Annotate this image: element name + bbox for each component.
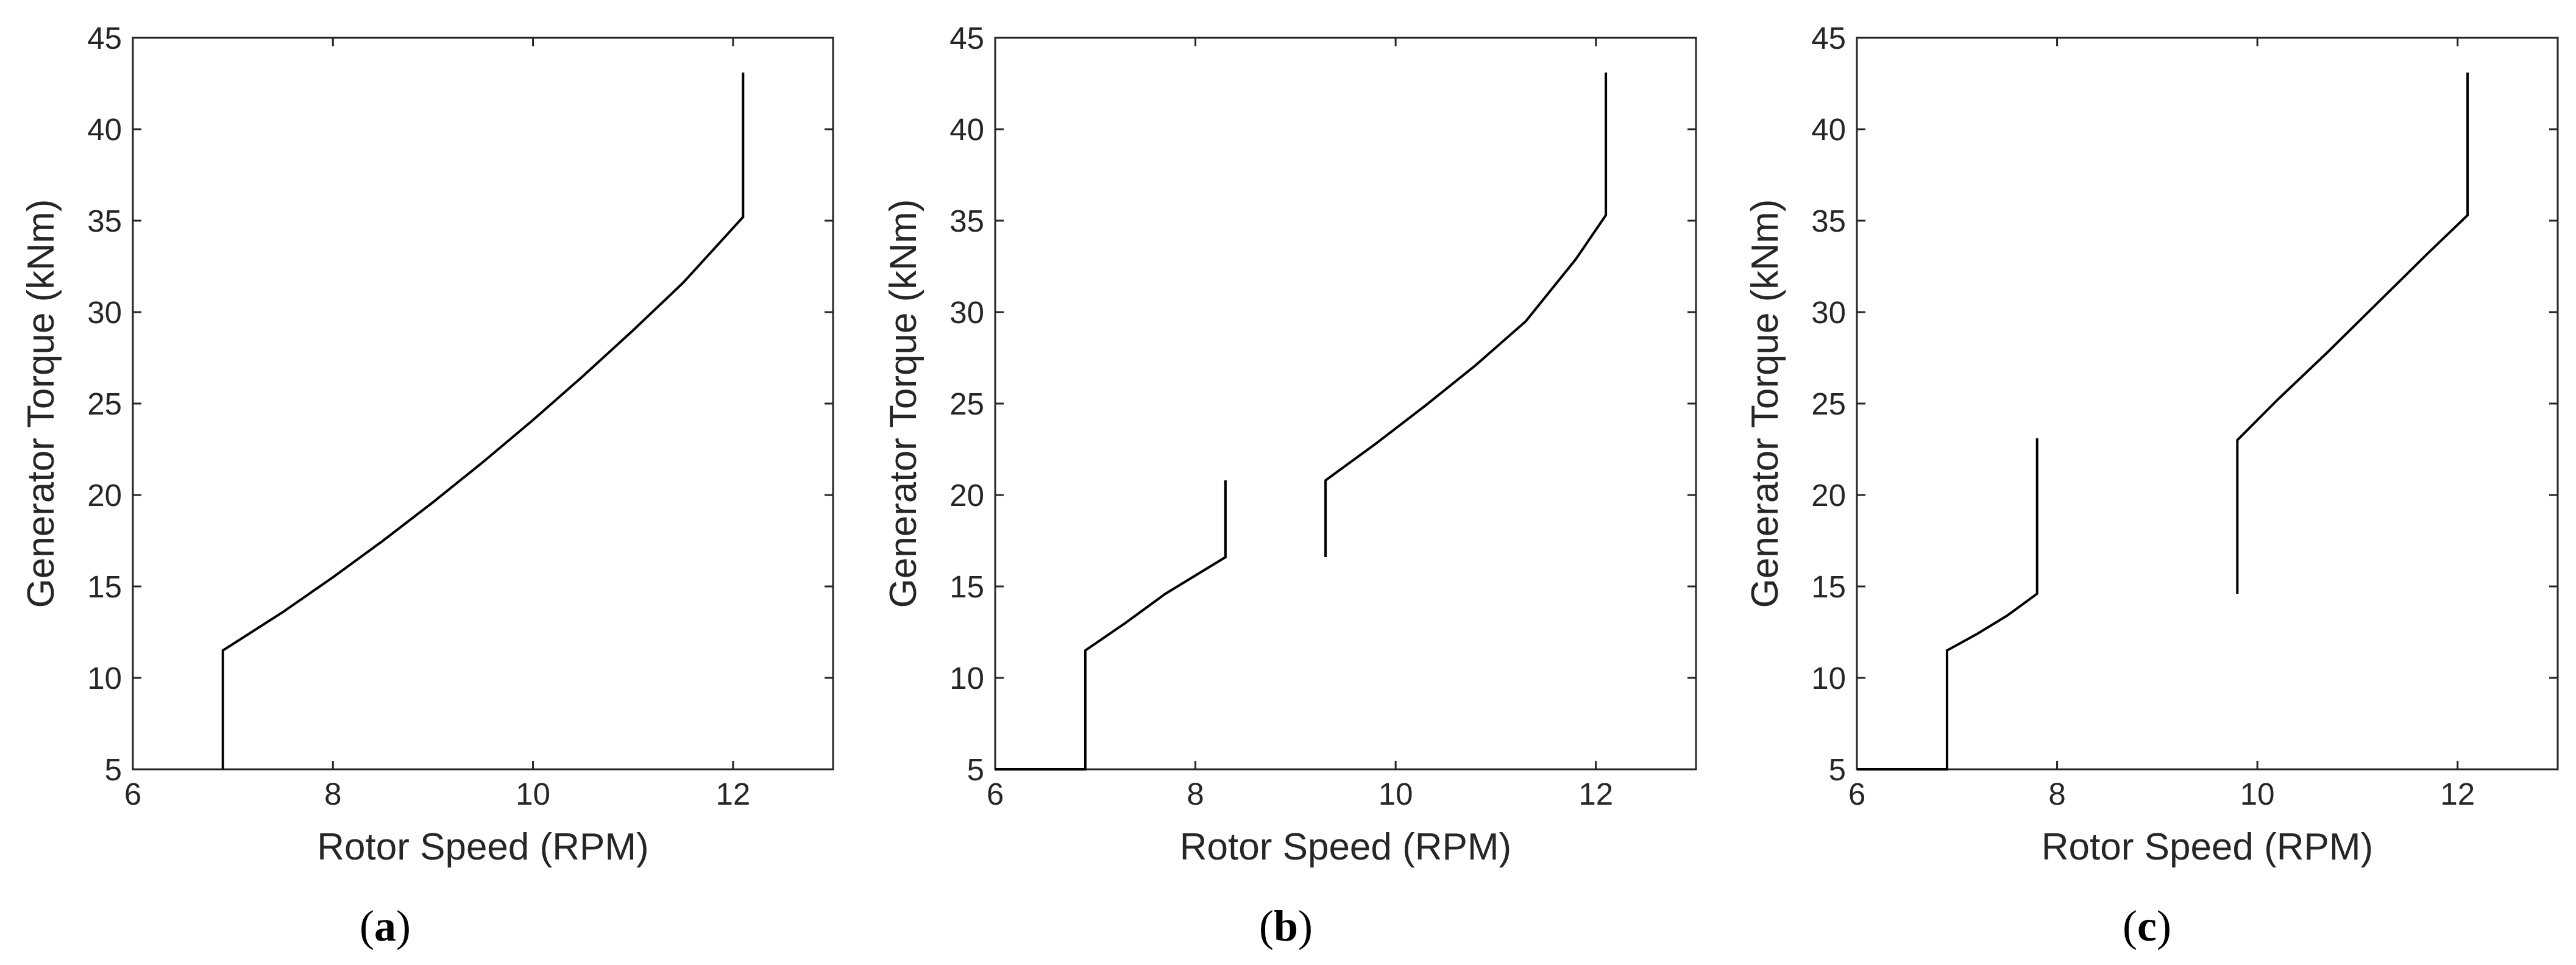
x-tick-label: 10 — [2240, 777, 2275, 811]
x-tick-label: 8 — [1187, 777, 1204, 811]
y-tick-label: 35 — [949, 204, 984, 238]
y-tick-label: 20 — [949, 478, 984, 513]
plot-frame — [1856, 37, 2559, 771]
y-tick-label: 10 — [1811, 661, 1846, 696]
torque-curve-segment-2 — [2236, 73, 2469, 594]
y-axis-label: Generator Torque (kNm) — [882, 199, 924, 608]
y-tick-label: 20 — [87, 478, 122, 513]
y-tick-label: 40 — [1811, 112, 1846, 147]
chart-panel-a: 6 8 10 12 5 10 15 20 25 30 35 40 45 Rotor Speed (RPM)… — [20, 21, 834, 950]
y-tick-label: 10 — [87, 661, 122, 696]
torque-curve-segment-1 — [1857, 438, 2038, 771]
y-tick-label: 35 — [1811, 204, 1846, 238]
y-tick-label: 15 — [1811, 569, 1846, 604]
torque-curve-segment-2 — [1324, 73, 1608, 557]
y-tick-label: 10 — [949, 661, 984, 696]
x-axis-label: Rotor Speed (RPM) — [2042, 826, 2373, 868]
y-tick-label: 20 — [1811, 478, 1846, 513]
y-tick-label: 5 — [105, 752, 122, 787]
y-tick-label: 40 — [87, 112, 122, 147]
x-tick-label: 10 — [1378, 777, 1413, 811]
x-tick-label: 12 — [2440, 777, 2475, 811]
x-axis-label: Rotor Speed (RPM) — [317, 826, 648, 868]
x-tick-label: 12 — [715, 777, 750, 811]
y-tick-label: 15 — [87, 569, 122, 604]
y-tick-label: 30 — [1811, 295, 1846, 330]
torque-curve-segment-1 — [995, 480, 1227, 771]
y-tick-label: 45 — [87, 21, 122, 55]
y-axis-label: Generator Torque (kNm) — [1744, 199, 1786, 608]
plot-frame — [132, 37, 834, 771]
plot-frame — [994, 37, 1697, 771]
y-tick-label: 30 — [949, 295, 984, 330]
y-tick-label: 45 — [949, 21, 984, 55]
x-tick-label: 6 — [987, 777, 1004, 811]
x-tick-label: 8 — [2048, 777, 2065, 811]
y-axis-label: Generator Torque (kNm) — [20, 199, 62, 608]
y-tick-label: 30 — [87, 295, 122, 330]
x-tick-label: 6 — [124, 777, 141, 811]
y-tick-label: 5 — [967, 752, 984, 787]
torque-curve-segment-1 — [221, 73, 745, 769]
y-tick-label: 45 — [1811, 21, 1846, 55]
y-tick-label: 15 — [949, 569, 984, 604]
panel-label: (c) — [2123, 902, 2171, 950]
y-tick-label: 5 — [1829, 752, 1846, 787]
y-tick-label: 25 — [949, 386, 984, 421]
y-tick-label: 35 — [87, 204, 122, 238]
chart-panel-b: 6 8 10 12 5 10 15 20 25 30 35 40 45 Rotor Speed (RPM)… — [882, 21, 1697, 950]
panel-label: (a) — [360, 902, 411, 950]
y-tick-label: 25 — [87, 386, 122, 421]
x-tick-label: 12 — [1578, 777, 1613, 811]
x-tick-label: 6 — [1848, 777, 1865, 811]
x-tick-label: 8 — [324, 777, 341, 811]
x-axis-label: Rotor Speed (RPM) — [1180, 826, 1511, 868]
x-tick-label: 10 — [516, 777, 550, 811]
y-tick-label: 25 — [1811, 386, 1846, 421]
chart-panel-c: 6 8 10 12 5 10 15 20 25 30 35 40 45 Rotor Speed (RPM)… — [1744, 21, 2559, 950]
y-tick-label: 40 — [949, 112, 984, 147]
panel-label: (b) — [1259, 902, 1313, 950]
